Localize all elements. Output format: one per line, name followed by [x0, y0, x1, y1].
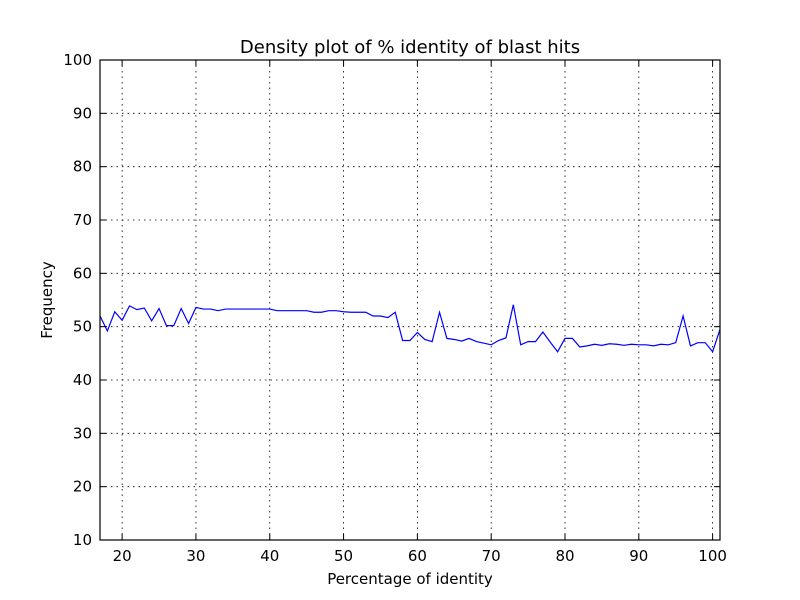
x-tick-label: 50 [334, 547, 353, 565]
y-tick-label: 20 [73, 478, 92, 496]
y-axis: 10 20 30 40 50 60 70 80 90 100 [63, 51, 720, 549]
y-tick-label: 100 [63, 51, 92, 69]
series-layer [99, 304, 721, 353]
y-tick-label: 50 [73, 318, 92, 336]
y-tick-label: 60 [73, 264, 92, 282]
x-axis-label: Percentage of identity [327, 570, 493, 588]
plot-border [99, 59, 721, 541]
x-tick-label: 40 [260, 547, 279, 565]
series-line [99, 304, 721, 353]
x-tick-label: 70 [482, 547, 501, 565]
y-tick-label: 30 [73, 424, 92, 442]
x-tick-label: 80 [555, 547, 574, 565]
x-tick-label: 100 [698, 547, 727, 565]
y-tick-label: 10 [73, 531, 92, 549]
y-tick-label: 90 [73, 104, 92, 122]
y-axis-label: Frequency [38, 261, 56, 339]
grid-lines [100, 59, 720, 541]
x-tick-label: 20 [113, 547, 132, 565]
x-tick-label: 30 [186, 547, 205, 565]
y-tick-label: 70 [73, 211, 92, 229]
plot-frame [99, 59, 721, 541]
x-tick-label: 90 [629, 547, 648, 565]
y-tick-label: 40 [73, 371, 92, 389]
x-tick-label: 60 [408, 547, 427, 565]
x-axis: 20 30 40 50 60 70 80 90 100 [113, 60, 727, 565]
chart-title: Density plot of % identity of blast hits [240, 37, 580, 58]
y-tick-label: 80 [73, 158, 92, 176]
